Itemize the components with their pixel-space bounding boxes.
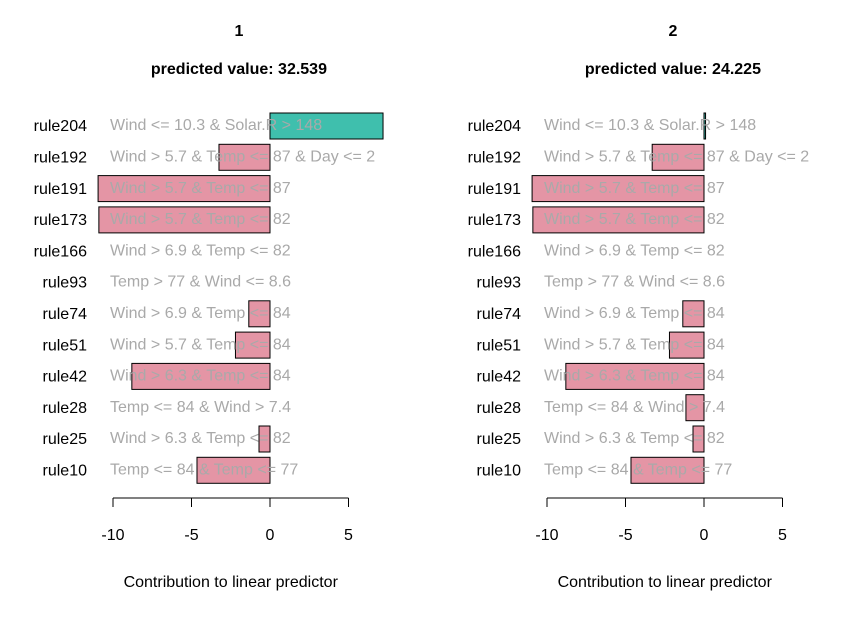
plot-area: Wind <= 10.3 & Solar.R > 148 Wind > 5.7 &… [97, 112, 384, 484]
bar [630, 456, 705, 484]
bar [218, 143, 271, 171]
rule-name: rule93 [43, 275, 88, 292]
bar [531, 175, 705, 203]
rule-condition: Temp > 77 & Wind <= 8.6 [110, 274, 291, 291]
rule-name: rule191 [468, 181, 521, 198]
rule-name: rule10 [477, 463, 522, 480]
bar [703, 112, 707, 140]
rule-name: rule42 [43, 369, 88, 386]
plot-area: Wind <= 10.3 & Solar.R > 148 Wind > 5.7 &… [531, 112, 809, 484]
rule-name: rule28 [477, 400, 522, 417]
rule-condition: Temp > 77 & Wind <= 8.6 [544, 274, 725, 291]
x-tick-label: -5 [184, 527, 198, 544]
rule-condition: Wind > 5.7 & Temp <= 87 [110, 180, 291, 197]
bar [98, 206, 271, 234]
rule-name: rule51 [43, 337, 88, 354]
rule-name: rule192 [34, 150, 87, 167]
rule-name: rule25 [477, 431, 522, 448]
rule-condition: Wind > 5.7 & Temp <= 82 [110, 211, 291, 228]
rule-name: rule166 [34, 243, 87, 260]
bar [269, 112, 384, 140]
rule-name: rule42 [477, 369, 522, 386]
x-tick-label: -10 [101, 527, 124, 544]
bar [685, 394, 705, 422]
bar [234, 331, 271, 359]
rule-name: rule93 [477, 275, 522, 292]
panel-subtitle: predicted value: 24.225 [585, 61, 761, 78]
rule-name: rule173 [34, 212, 87, 229]
rule-condition: Temp <= 84 & Temp <= 77 [110, 462, 298, 479]
rule-name: rule51 [477, 337, 522, 354]
rule-condition: Wind > 5.7 & Temp <= 87 [544, 180, 725, 197]
bar [532, 206, 705, 234]
bar [692, 425, 705, 453]
rule-condition: Wind > 5.7 & Temp <= 84 [110, 336, 291, 353]
rule-condition: Wind > 5.7 & Temp <= 87 & Day <= 2 [544, 149, 809, 166]
rule-condition: Wind > 6.3 & Temp <= 82 [544, 430, 725, 447]
bar [248, 300, 271, 328]
x-tick-label: 0 [700, 527, 709, 544]
x-tick-label: -10 [535, 527, 558, 544]
rule-name: rule191 [34, 181, 87, 198]
x-tick-label: -5 [618, 527, 632, 544]
rule-name: rule10 [43, 463, 88, 480]
rule-name: rule173 [468, 212, 521, 229]
rule-condition: Wind > 6.9 & Temp <= 82 [110, 242, 291, 259]
x-axis-label: Contribution to linear predictor [124, 574, 339, 591]
bar [97, 175, 271, 203]
rule-condition: Wind > 6.9 & Temp <= 84 [544, 305, 725, 322]
x-axis-label: Contribution to linear predictor [558, 574, 773, 591]
x-tick-label: 0 [266, 527, 275, 544]
rule-condition: Temp <= 84 & Wind > 7.4 [544, 399, 725, 416]
rule-condition: Temp <= 84 & Temp <= 77 [544, 462, 732, 479]
bar [651, 143, 705, 171]
bar [668, 331, 705, 359]
rule-name: rule204 [34, 118, 87, 135]
rule-name: rule204 [468, 118, 521, 135]
rule-condition: Temp <= 84 & Wind > 7.4 [110, 399, 291, 416]
bar [565, 362, 705, 390]
panel-title: 1 [234, 23, 243, 40]
panel-title: 2 [668, 23, 677, 40]
rule-condition: Wind > 5.7 & Temp <= 87 & Day <= 2 [110, 149, 375, 166]
bar [196, 456, 271, 484]
rule-condition: Wind > 5.7 & Temp <= 84 [544, 336, 725, 353]
rule-condition: Wind > 6.9 & Temp <= 84 [110, 305, 291, 322]
rule-name: rule74 [477, 306, 522, 323]
rule-condition: Wind > 5.7 & Temp <= 82 [544, 211, 725, 228]
bar [258, 425, 271, 453]
rule-condition: Wind > 6.3 & Temp <= 84 [544, 368, 725, 385]
rule-condition: Wind > 6.3 & Temp <= 82 [110, 430, 291, 447]
x-tick-label: 5 [344, 527, 353, 544]
bar [131, 362, 271, 390]
rule-name: rule74 [43, 306, 88, 323]
rule-condition: Wind > 6.3 & Temp <= 84 [110, 368, 291, 385]
rule-name: rule28 [43, 400, 88, 417]
rule-name: rule192 [468, 150, 521, 167]
panel-subtitle: predicted value: 32.539 [151, 61, 327, 78]
rule-condition: Wind <= 10.3 & Solar.R > 148 [110, 117, 322, 134]
x-tick-label: 5 [778, 527, 787, 544]
rule-condition: Wind <= 10.3 & Solar.R > 148 [544, 117, 756, 134]
rule-name: rule166 [468, 243, 521, 260]
rule-name: rule25 [43, 431, 88, 448]
rule-condition: Wind > 6.9 & Temp <= 82 [544, 242, 725, 259]
bar [682, 300, 705, 328]
